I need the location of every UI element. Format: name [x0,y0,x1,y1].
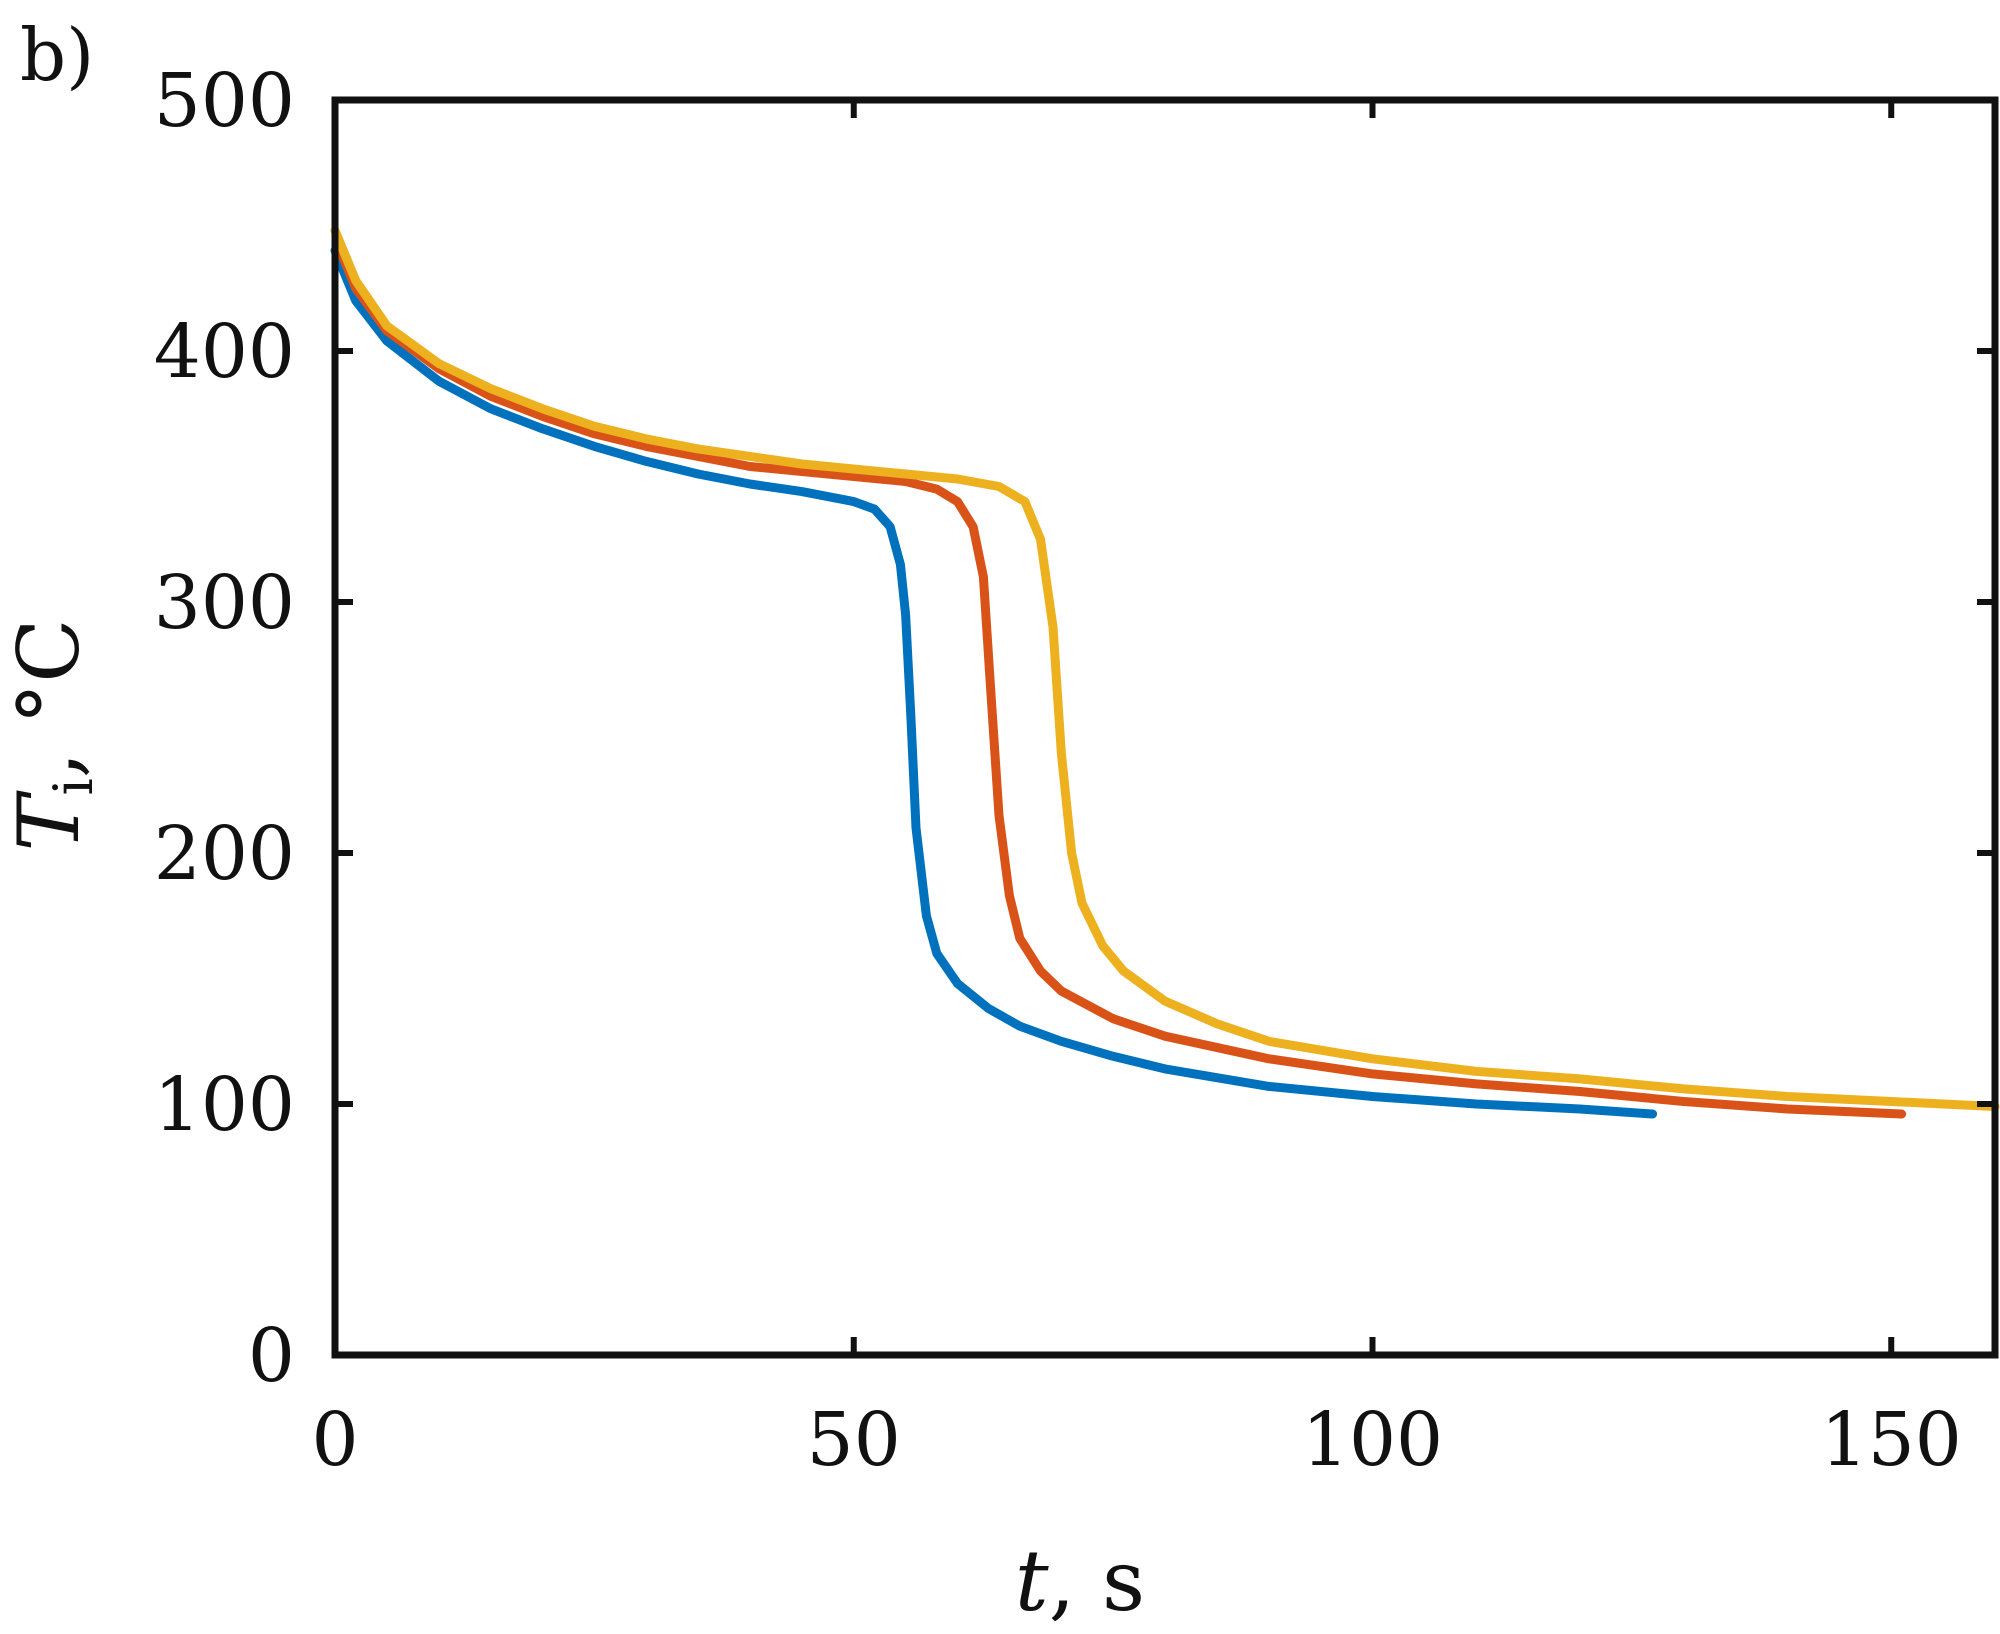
series-line-3 [330,226,2000,1111]
series-line-2 [335,246,1907,1119]
x-axis-variable: t [1015,1532,1049,1630]
x-axis-label: t, s [1015,1532,1145,1630]
y-tick-label-3: 300 [154,560,295,646]
y-axis-subscript: i [42,778,105,795]
x-axis-unit: , s [1049,1532,1146,1630]
y-axis-unit: , °C [0,619,98,779]
x-tick-label-3: 150 [1821,1397,1962,1483]
x-tick-label-0: 0 [311,1397,358,1483]
y-axis-variable: T [0,790,98,852]
y-tick-label-2: 200 [154,811,295,897]
series-line-1 [330,246,1658,1119]
y-tick-label-5: 500 [154,58,295,144]
x-tick-label-1: 50 [807,1397,901,1483]
y-tick-label-1: 100 [154,1062,295,1148]
axes-box [331,96,1999,1359]
axes-frame [331,96,1999,1359]
y-tick-label-4: 400 [154,309,295,395]
ticks [332,97,1995,1358]
x-tick-label-2: 100 [1302,1397,1443,1483]
y-tick-labels: 0 100 200 300 400 500 [154,58,295,1399]
y-tick-label-0: 0 [248,1313,295,1399]
x-tick-labels: 0 50 100 150 [311,1397,1961,1483]
y-axis-label: Ti, °C [0,619,105,852]
plot-lines [330,226,2000,1119]
panel-label: b) [20,13,94,97]
